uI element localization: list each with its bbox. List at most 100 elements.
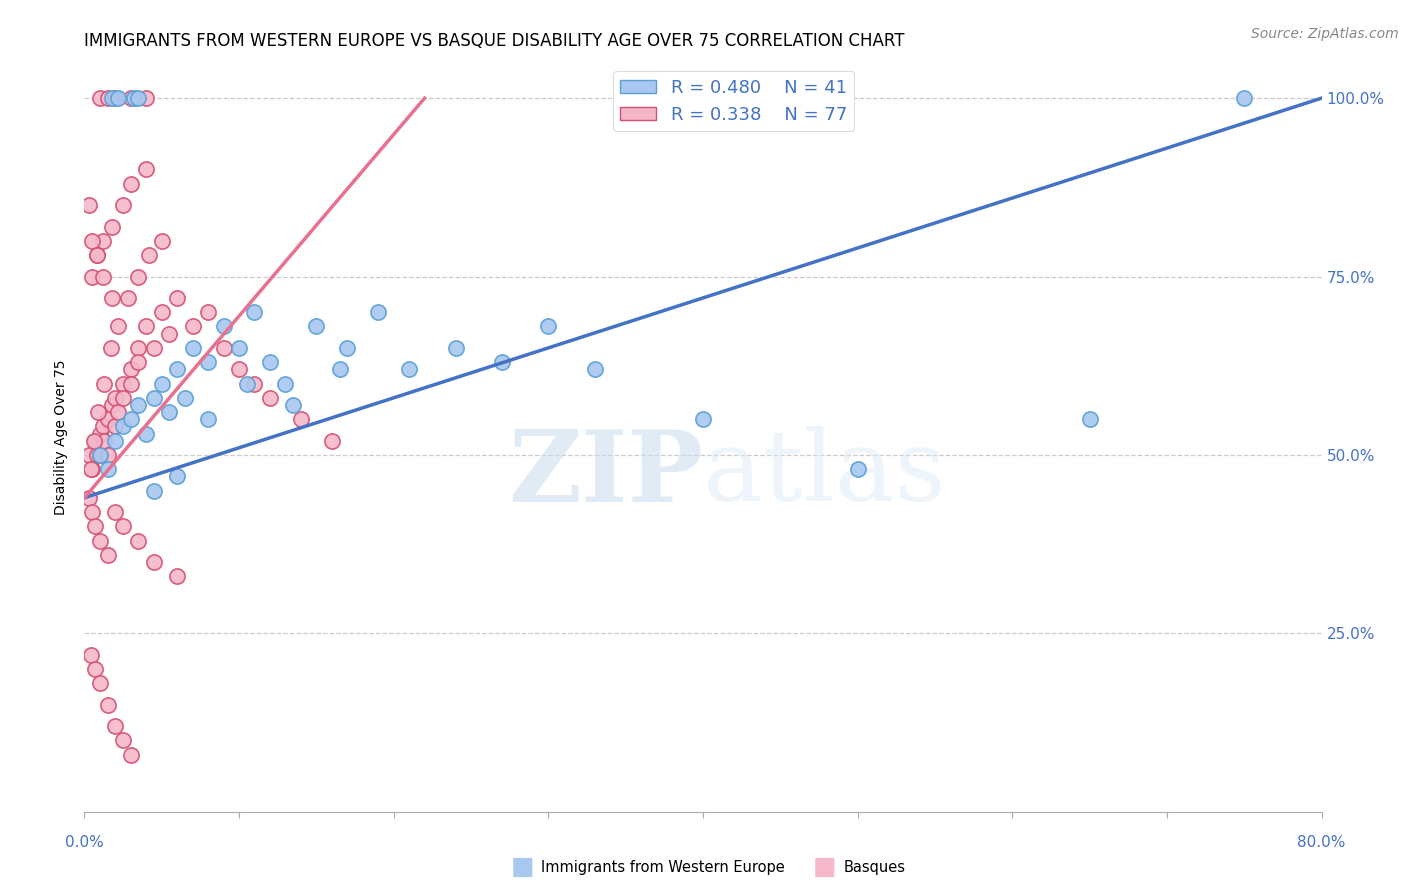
Point — [143, 483, 166, 498]
Point — [89, 676, 111, 690]
Point — [150, 376, 173, 391]
Point — [89, 448, 111, 462]
Point — [79, 648, 101, 662]
Point — [174, 391, 197, 405]
Point — [336, 341, 359, 355]
Point — [444, 341, 467, 355]
Point — [84, 519, 107, 533]
Point — [97, 448, 120, 462]
Point — [101, 91, 124, 105]
Point — [159, 405, 181, 419]
Point — [89, 91, 111, 105]
Point — [97, 91, 120, 105]
Point — [135, 319, 157, 334]
Point — [197, 305, 219, 319]
Point — [122, 91, 145, 105]
Point — [97, 698, 120, 712]
Point — [166, 362, 188, 376]
Point — [150, 305, 173, 319]
Point — [86, 248, 108, 262]
Point — [128, 533, 150, 548]
Text: atlas: atlas — [703, 426, 946, 523]
Point — [104, 91, 127, 105]
Point — [112, 519, 135, 533]
Point — [101, 398, 124, 412]
Text: ■: ■ — [813, 855, 837, 879]
Point — [212, 341, 235, 355]
Point — [329, 362, 352, 376]
Point — [79, 462, 101, 476]
Point — [181, 341, 204, 355]
Point — [846, 462, 869, 476]
Point — [89, 448, 111, 462]
Point — [491, 355, 513, 369]
Text: ZIP: ZIP — [508, 426, 703, 523]
Point — [290, 412, 312, 426]
Point — [1078, 412, 1101, 426]
Text: Basques: Basques — [844, 860, 905, 874]
Point — [84, 662, 107, 676]
Point — [86, 248, 108, 262]
Point — [91, 419, 114, 434]
Point — [120, 362, 142, 376]
Point — [398, 362, 420, 376]
Point — [101, 291, 124, 305]
Point — [135, 426, 157, 441]
Point — [166, 291, 188, 305]
Point — [367, 305, 389, 319]
Y-axis label: Disability Age Over 75: Disability Age Over 75 — [55, 359, 69, 515]
Point — [104, 719, 127, 733]
Point — [236, 376, 259, 391]
Point — [274, 376, 297, 391]
Point — [82, 269, 104, 284]
Point — [82, 462, 104, 476]
Legend: R = 0.480    N = 41, R = 0.338    N = 77: R = 0.480 N = 41, R = 0.338 N = 77 — [613, 71, 855, 131]
Point — [107, 319, 129, 334]
Point — [166, 569, 188, 583]
Point — [283, 398, 305, 412]
Point — [181, 319, 204, 334]
Point — [91, 269, 114, 284]
Point — [97, 462, 120, 476]
Point — [692, 412, 714, 426]
Point — [97, 412, 120, 426]
Point — [583, 362, 606, 376]
Point — [82, 234, 104, 248]
Point — [228, 362, 250, 376]
Point — [120, 91, 142, 105]
Point — [143, 341, 166, 355]
Point — [128, 398, 150, 412]
Point — [89, 426, 111, 441]
Point — [243, 376, 266, 391]
Point — [259, 391, 281, 405]
Point — [197, 355, 219, 369]
Point — [135, 162, 157, 177]
Point — [112, 376, 135, 391]
Point — [89, 533, 111, 548]
Point — [143, 555, 166, 569]
Point — [104, 434, 127, 448]
Point — [1233, 91, 1256, 105]
Text: Source: ZipAtlas.com: Source: ZipAtlas.com — [1251, 27, 1399, 41]
Text: IMMIGRANTS FROM WESTERN EUROPE VS BASQUE DISABILITY AGE OVER 75 CORRELATION CHAR: IMMIGRANTS FROM WESTERN EUROPE VS BASQUE… — [84, 32, 905, 50]
Point — [321, 434, 343, 448]
Point — [117, 291, 139, 305]
Point — [259, 355, 281, 369]
Text: Immigrants from Western Europe: Immigrants from Western Europe — [541, 860, 785, 874]
Point — [112, 733, 135, 747]
Point — [243, 305, 266, 319]
Point — [87, 405, 110, 419]
Text: 0.0%: 0.0% — [65, 836, 104, 850]
Point — [84, 434, 107, 448]
Point — [83, 434, 105, 448]
Point — [77, 448, 100, 462]
Point — [128, 269, 150, 284]
Point — [104, 391, 127, 405]
Point — [77, 491, 100, 505]
Point — [128, 341, 150, 355]
Point — [86, 448, 108, 462]
Point — [112, 198, 135, 212]
Point — [120, 376, 142, 391]
Point — [107, 405, 129, 419]
Point — [166, 469, 188, 483]
